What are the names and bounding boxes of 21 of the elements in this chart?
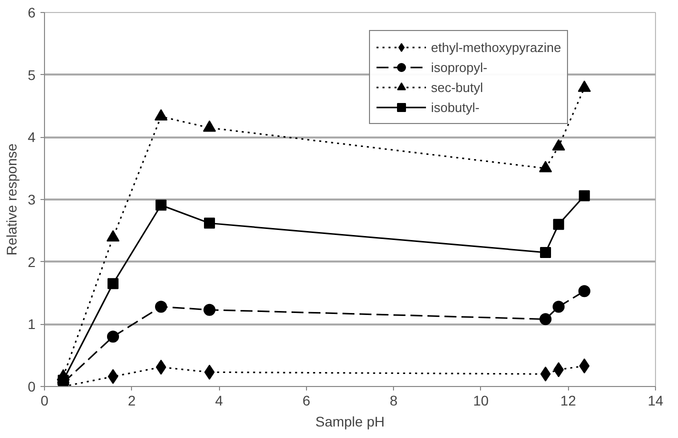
- y-tick-label: 4: [28, 129, 36, 146]
- x-tick-label: 2: [128, 392, 136, 408]
- legend-label: ethyl-methoxypyrazine: [431, 39, 562, 55]
- y-tick-label: 2: [28, 254, 36, 270]
- legend-label: sec-butyl: [431, 79, 484, 95]
- y-tick-label: 1: [28, 316, 36, 332]
- y-tick-label: 6: [28, 4, 36, 20]
- y-tick-label: 3: [28, 192, 36, 208]
- x-tick-label: 12: [560, 392, 576, 408]
- y-axis-title: Relative response: [4, 143, 20, 256]
- y-tick-label: 0: [28, 378, 36, 394]
- y-tick-label: 5: [28, 66, 36, 83]
- x-tick-label: 6: [302, 392, 310, 408]
- x-tick-label: 10: [473, 392, 489, 408]
- x-tick-label: 0: [40, 392, 49, 408]
- x-tick-label: 8: [390, 392, 398, 408]
- x-axis-title: Sample pH: [315, 414, 385, 430]
- x-tick-label: 14: [648, 392, 664, 408]
- legend-label: isopropyl-: [431, 59, 488, 75]
- legend-label: isobutyl-: [431, 99, 480, 115]
- x-tick-label: 4: [215, 392, 224, 408]
